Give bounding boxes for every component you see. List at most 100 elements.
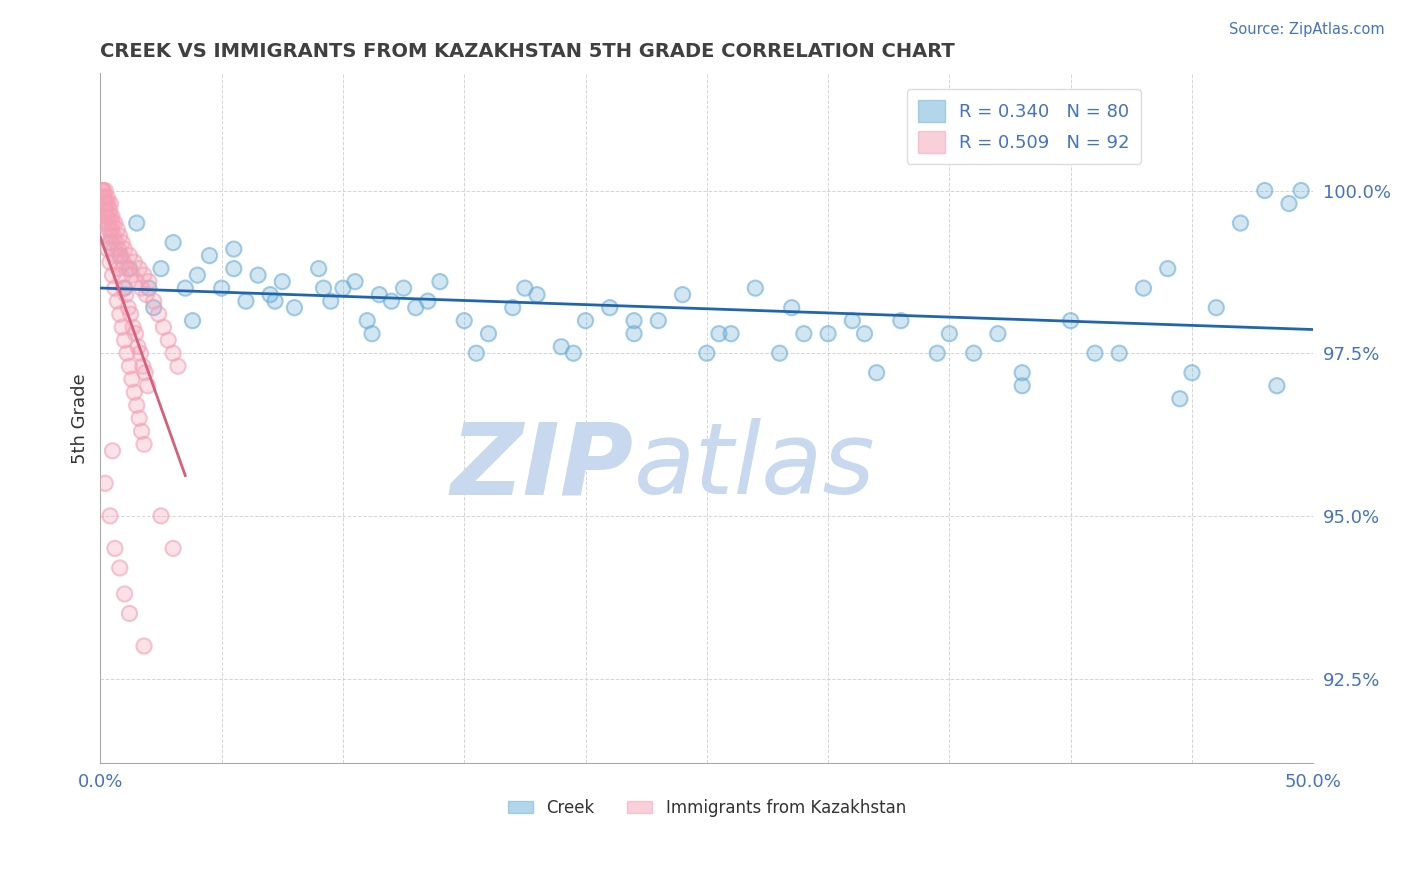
Point: [108, 249, 131, 263]
Point: [138, 275, 160, 289]
Point: [131, 281, 153, 295]
Point: [128, 411, 150, 425]
Point: [129, 346, 152, 360]
Point: [115, 346, 138, 360]
Point: [1289, 184, 1312, 198]
Point: [104, 216, 127, 230]
Point: [865, 366, 887, 380]
Point: [112, 281, 135, 295]
Point: [513, 281, 536, 295]
Point: [392, 281, 415, 295]
Point: [107, 261, 129, 276]
Point: [97, 216, 120, 230]
Point: [1084, 346, 1107, 360]
Point: [247, 268, 270, 282]
Point: [93, 202, 115, 217]
Point: [344, 275, 367, 289]
Point: [477, 326, 499, 341]
Point: [148, 307, 170, 321]
Point: [114, 333, 136, 347]
Point: [513, 281, 536, 295]
Point: [1011, 366, 1033, 380]
Point: [562, 346, 585, 360]
Point: [368, 287, 391, 301]
Point: [502, 301, 524, 315]
Point: [405, 301, 427, 315]
Point: [720, 326, 742, 341]
Point: [174, 281, 197, 295]
Point: [853, 326, 876, 341]
Point: [312, 281, 335, 295]
Point: [121, 372, 143, 386]
Point: [198, 249, 221, 263]
Point: [91, 216, 114, 230]
Point: [211, 281, 233, 295]
Point: [181, 314, 204, 328]
Point: [1060, 314, 1083, 328]
Point: [112, 255, 135, 269]
Point: [502, 301, 524, 315]
Point: [101, 210, 124, 224]
Point: [1108, 346, 1130, 360]
Point: [138, 281, 160, 295]
Point: [97, 210, 120, 224]
Point: [96, 210, 118, 224]
Point: [105, 222, 128, 236]
Point: [150, 508, 173, 523]
Point: [647, 314, 669, 328]
Point: [115, 346, 138, 360]
Point: [121, 268, 143, 282]
Point: [118, 261, 141, 276]
Point: [890, 314, 912, 328]
Point: [114, 287, 136, 301]
Point: [132, 359, 155, 374]
Point: [247, 268, 270, 282]
Point: [1084, 346, 1107, 360]
Point: [98, 508, 121, 523]
Point: [128, 261, 150, 276]
Point: [1265, 378, 1288, 392]
Point: [271, 275, 294, 289]
Point: [97, 242, 120, 256]
Point: [1229, 216, 1251, 230]
Point: [117, 301, 139, 315]
Point: [768, 346, 790, 360]
Point: [142, 294, 165, 309]
Point: [118, 249, 141, 263]
Point: [222, 261, 245, 276]
Point: [174, 281, 197, 295]
Point: [124, 385, 146, 400]
Point: [117, 301, 139, 315]
Point: [105, 235, 128, 250]
Point: [96, 196, 118, 211]
Point: [125, 216, 148, 230]
Point: [122, 320, 145, 334]
Point: [118, 249, 141, 263]
Point: [1205, 301, 1227, 315]
Point: [118, 359, 141, 374]
Point: [134, 366, 156, 380]
Point: [90, 184, 112, 198]
Point: [356, 314, 378, 328]
Point: [112, 255, 135, 269]
Point: [744, 281, 766, 295]
Point: [780, 301, 803, 315]
Point: [108, 229, 131, 244]
Point: [131, 425, 153, 439]
Point: [101, 268, 124, 282]
Text: CREEK VS IMMIGRANTS FROM KAZAKHSTAN 5TH GRADE CORRELATION CHART: CREEK VS IMMIGRANTS FROM KAZAKHSTAN 5TH …: [100, 42, 955, 61]
Point: [114, 587, 136, 601]
Point: [110, 249, 132, 263]
Point: [1278, 196, 1301, 211]
Point: [91, 184, 114, 198]
Point: [1254, 184, 1277, 198]
Point: [114, 587, 136, 601]
Point: [128, 411, 150, 425]
Point: [103, 229, 125, 244]
Point: [162, 541, 184, 556]
Point: [121, 268, 143, 282]
Point: [97, 210, 120, 224]
Point: [453, 314, 475, 328]
Point: [167, 359, 190, 374]
Point: [623, 326, 645, 341]
